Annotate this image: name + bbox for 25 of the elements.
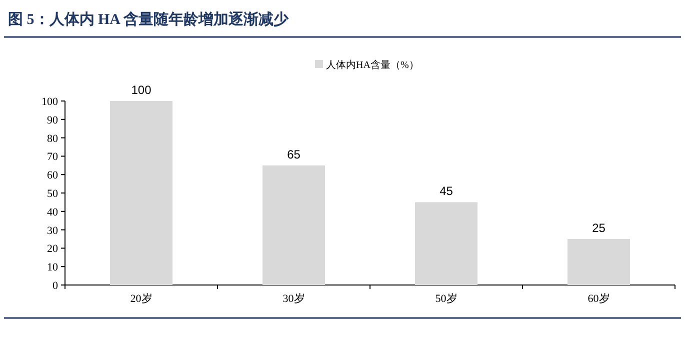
x-tick-label: 30岁 xyxy=(282,293,305,305)
x-tick-label: 60岁 xyxy=(588,293,610,305)
y-tick-label: 80 xyxy=(47,132,58,145)
data-label: 25 xyxy=(592,221,606,235)
y-tick-label: 40 xyxy=(47,206,58,218)
bar xyxy=(567,239,630,285)
x-tick-label: 20岁 xyxy=(130,293,152,305)
y-tick-label: 70 xyxy=(47,151,58,164)
data-label: 100 xyxy=(131,83,152,97)
x-tick-label: 50岁 xyxy=(435,293,458,305)
data-label: 45 xyxy=(440,184,454,198)
bar xyxy=(262,165,326,285)
y-tick-label: 20 xyxy=(47,243,58,256)
bar xyxy=(110,101,173,285)
y-tick-label: 60 xyxy=(47,170,58,182)
y-tick-label: 90 xyxy=(47,114,58,126)
bar xyxy=(414,202,478,285)
y-tick-label: 0 xyxy=(52,280,58,292)
y-tick-label: 30 xyxy=(47,224,58,237)
chart-title: 图 5：人体内 HA 含量随年龄增加逐渐减少 xyxy=(8,11,290,28)
y-tick-label: 100 xyxy=(42,96,58,108)
legend-label: 人体内HA含量（%） xyxy=(326,59,419,71)
data-label: 65 xyxy=(287,147,301,162)
y-tick-label: 10 xyxy=(47,262,58,274)
y-tick-label: 50 xyxy=(47,188,58,200)
